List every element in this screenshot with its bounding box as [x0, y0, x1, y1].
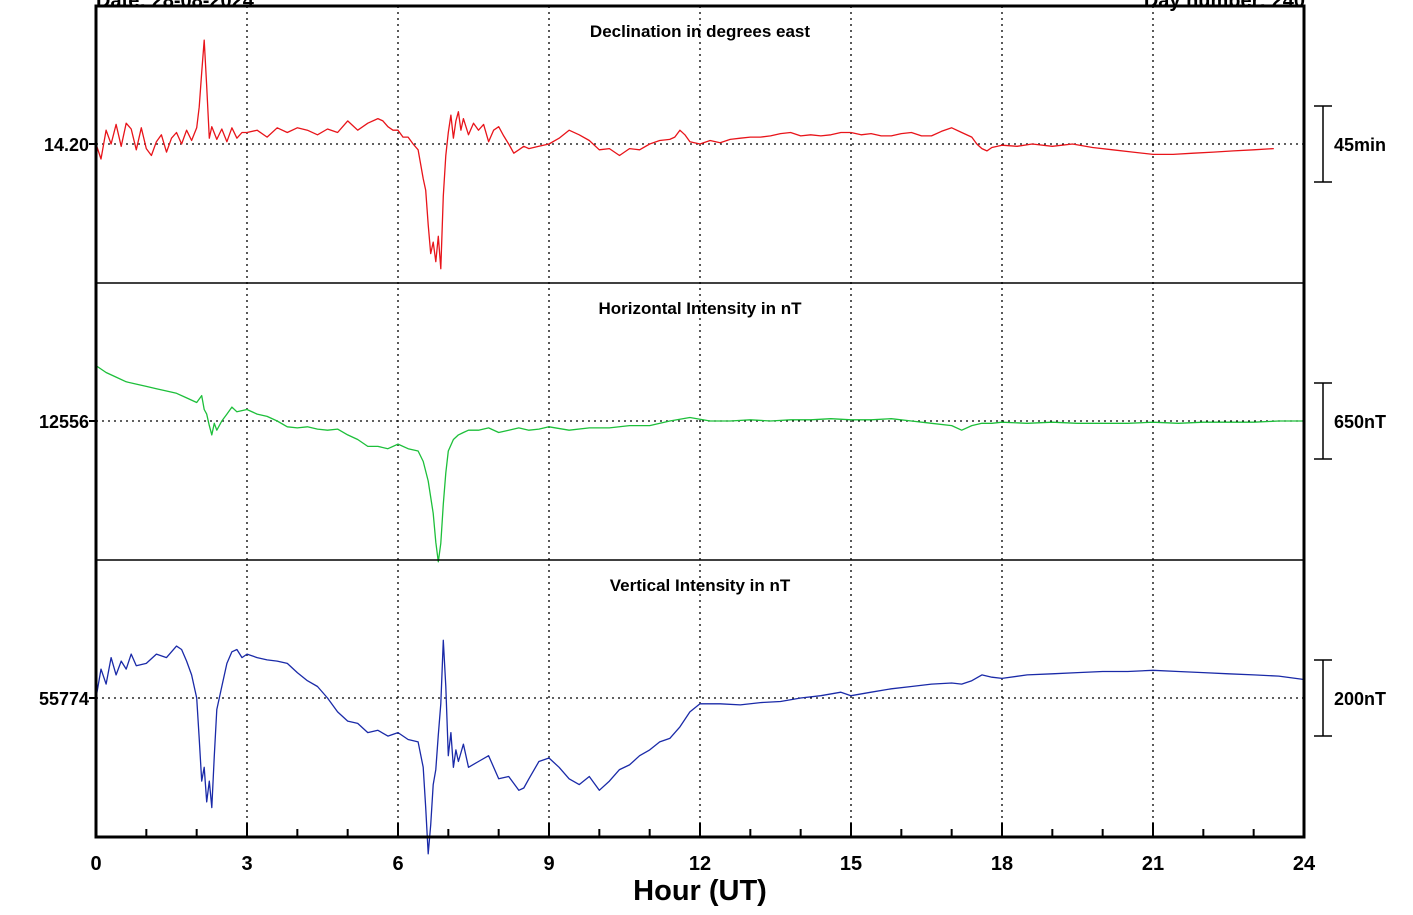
scale-label: 45min: [1334, 135, 1386, 155]
baseline-value-label: 14.20: [44, 135, 89, 155]
series-line: [95, 639, 1305, 855]
panel-title: Horizontal Intensity in nT: [598, 299, 802, 318]
panel-3: Vertical Intensity in nT 55774 200nT: [39, 559, 1386, 855]
x-tick-label: 3: [241, 853, 252, 875]
x-tick-label: 15: [840, 853, 862, 875]
x-tick-label: 18: [991, 853, 1013, 875]
scale-label: 650nT: [1334, 412, 1386, 432]
x-tick-label: 12: [689, 853, 711, 875]
series-line: [95, 39, 1274, 270]
panels: Declination in degrees east 14.20 45min Hor…: [39, 22, 1386, 855]
panel-1: Declination in degrees east 14.20 45min: [44, 22, 1386, 270]
scale-label: 200nT: [1334, 689, 1386, 709]
panel-title: Declination in degrees east: [590, 22, 810, 41]
x-tick-label: 24: [1293, 853, 1316, 875]
series-line: [95, 365, 1304, 563]
x-tick-label: 0: [90, 853, 101, 875]
baseline-value-label: 55774: [39, 689, 89, 709]
grid-lines: [246, 6, 1154, 837]
plot-frame: [94, 4, 1306, 839]
baseline-value-label: 12556: [39, 412, 89, 432]
x-axis-title: Hour (UT): [633, 875, 767, 907]
panel-title: Vertical Intensity in nT: [610, 576, 791, 595]
x-axis: 0 3 6 9 12 15 18 21 24: [90, 823, 1316, 875]
x-tick-label: 9: [543, 853, 554, 875]
panel-2: Horizontal Intensity in nT 12556 650nT: [39, 282, 1386, 563]
x-tick-label: 21: [1142, 853, 1164, 875]
x-tick-label: 6: [392, 853, 403, 875]
